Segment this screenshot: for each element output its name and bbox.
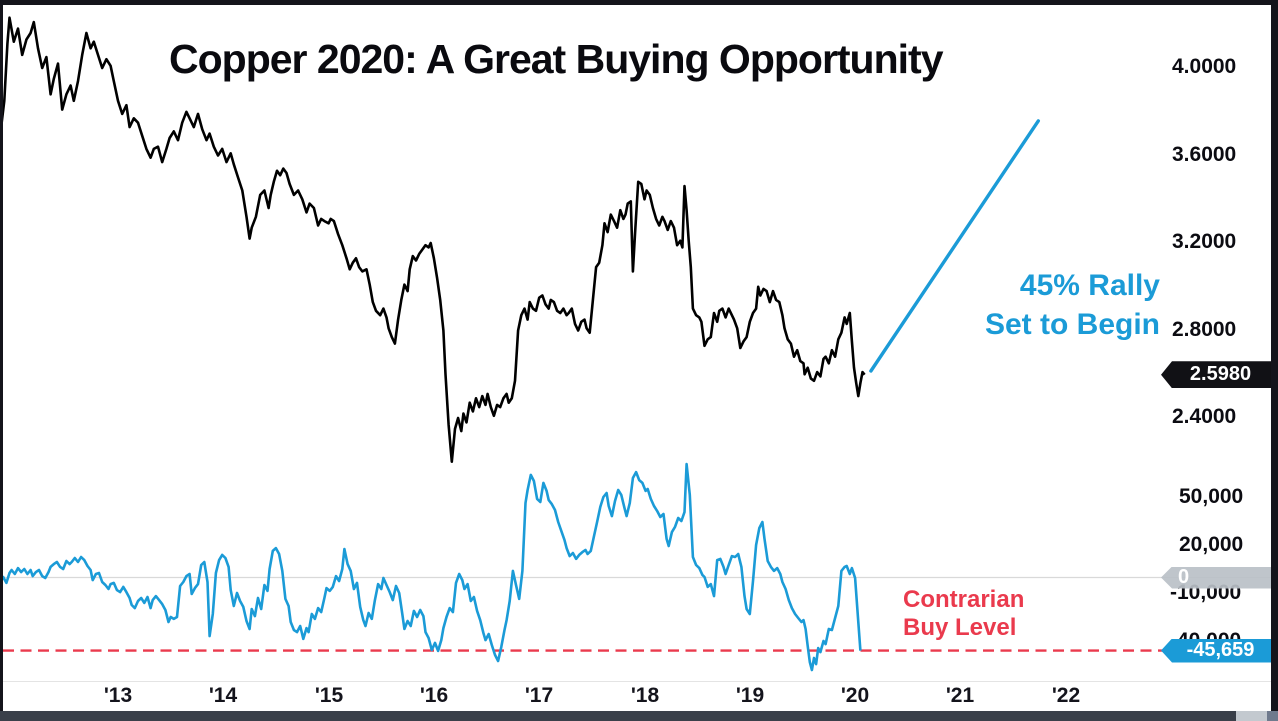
zero-value-tag: 0 [1161,566,1272,589]
x-axis-year-label: '16 [419,684,449,707]
x-axis-year-label: '13 [103,684,133,707]
y-axis-label-contracts: 20,000 [1179,532,1244,556]
rally-annotation-line1: 45% Rally [1019,269,1160,302]
cot-value-tag: -45,659 [1161,638,1272,663]
scrollbar-corner [1267,711,1278,721]
rally-annotation: 45% Rally Set to Begin [985,266,1160,344]
y-axis-label-contracts: 50,000 [1179,484,1244,508]
x-axis-year-label: '15 [314,684,344,707]
y-axis-label-price: 4.0000 [1172,55,1237,78]
window-top-border [0,0,1278,5]
copper-price-line [0,16,866,464]
x-axis-year-label: '14 [208,684,238,707]
x-axis-year-label: '18 [630,684,660,707]
window-left-border [0,0,3,711]
y-axis-label-price: 2.4000 [1172,405,1237,428]
cot-value-tag-label: -45,659 [1186,639,1255,662]
contrarian-annotation-line1: Contrarian [903,586,1025,613]
y-axis-label-price: 2.8000 [1172,317,1237,341]
zero-value-tag-label: 0 [1178,566,1190,589]
contrarian-annotation: Contrarian Buy Level [903,586,1024,642]
x-axis-year-label: '21 [945,684,975,707]
projection-line [869,119,1041,373]
y-axis-label-price: 3.6000 [1172,142,1237,166]
x-axis-year-label: '19 [735,684,765,707]
last-price-tag-label: 2.5980 [1189,363,1252,386]
contrarian-annotation-line2: Buy Level [903,614,1017,641]
x-axis-year-label: '22 [1051,684,1081,707]
page-title: Copper 2020: A Great Buying Opportunity [169,36,943,82]
horizontal-scrollbar-thumb[interactable] [0,711,1236,721]
cot-line [0,462,862,672]
rally-annotation-line2: Set to Begin [984,308,1160,341]
last-price-tag: 2.5980 [1161,361,1272,389]
x-axis-year-label: '17 [524,684,554,707]
horizontal-scrollbar-track [0,711,1278,721]
x-axis-separator [3,681,1271,682]
window-right-border [1271,0,1278,721]
x-axis-year-label: '20 [840,684,870,707]
y-axis-label-price: 3.2000 [1172,230,1237,253]
